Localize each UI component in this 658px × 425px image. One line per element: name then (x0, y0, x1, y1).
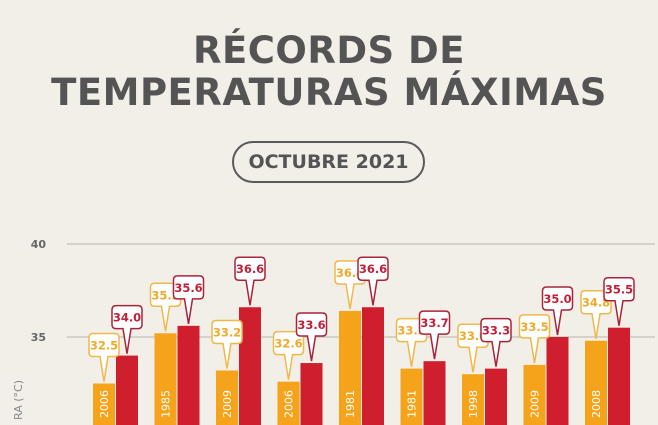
bar-year-label: 2006 (283, 390, 296, 418)
callout-bubble (541, 286, 574, 336)
y-tick-label: 40 (31, 238, 47, 251)
callout-bubble (357, 256, 389, 306)
bar-year-label: 2009 (529, 390, 542, 418)
callout-bubble (234, 256, 266, 306)
bar-year-label: 2008 (590, 390, 603, 418)
bar-year-label: 1998 (467, 390, 480, 418)
callout-value: 34.8 (582, 296, 610, 310)
bar-series1 (585, 340, 607, 425)
value-callout-series2: 33.3 (480, 317, 512, 367)
value-callout-series2: 35.6 (172, 275, 205, 324)
callout-bubble (111, 304, 143, 354)
bar-series1 (154, 333, 177, 425)
callout-value: 33.7 (420, 316, 448, 330)
callout-value: 34.0 (113, 311, 141, 325)
bar-year-label: 2009 (221, 390, 234, 418)
title-line-1: RÉCORDS DE (192, 29, 466, 72)
value-callout-series1: 32.6 (272, 330, 305, 380)
value-callout-series2: 33.7 (418, 310, 451, 360)
y-axis-label: RA (°C) (12, 380, 25, 420)
bar-series2 (362, 307, 384, 425)
bar-year-label: 1985 (160, 390, 173, 418)
value-callout-series1: 33.2 (211, 319, 243, 369)
callout-value: 36.6 (236, 262, 264, 276)
callout-value: 36.6 (359, 262, 387, 276)
callout-bubble (480, 317, 512, 367)
callout-bubble (211, 319, 243, 369)
bar-series1 (523, 364, 546, 425)
y-tick-label: 35 (31, 331, 46, 344)
callout-value: 33.6 (297, 318, 325, 332)
bar-series2 (300, 363, 323, 425)
value-callout-series2: 33.6 (295, 312, 328, 362)
bar-series1 (462, 374, 484, 425)
callout-bubble (603, 276, 635, 326)
value-callout-series1: 32.5 (88, 332, 120, 382)
bar-series2 (116, 355, 138, 425)
bar-series2 (485, 368, 507, 425)
callout-value: 35.5 (605, 283, 633, 297)
callout-value: 32.6 (274, 337, 302, 351)
value-callout-series2: 36.6 (234, 256, 266, 306)
bar-series2 (608, 327, 630, 425)
value-callout-series2: 36.6 (357, 256, 389, 306)
value-callout-series2: 35.0 (541, 286, 574, 336)
callout-value: 33.3 (482, 324, 510, 338)
bar-series1 (93, 383, 115, 425)
bar-series2 (177, 325, 200, 425)
title-line-2: TEMPERATURAS MÁXIMAS (51, 71, 607, 114)
bar-year-label: 1981 (406, 390, 419, 418)
bar-series1 (400, 368, 423, 425)
bar-series1 (216, 370, 238, 425)
callout-bubble (518, 314, 551, 364)
callout-bubble (295, 312, 328, 362)
callout-value: 33.2 (213, 325, 241, 339)
value-callout-series2: 35.5 (603, 276, 635, 326)
bar-series1 (339, 310, 361, 425)
bar-series2 (239, 307, 261, 425)
callout-value: 35.2 (151, 288, 179, 302)
bar-year-label: 1981 (344, 390, 357, 418)
period-badge: OCTUBRE 2021 (232, 141, 425, 183)
callout-value: 36.4 (336, 266, 364, 280)
callout-bubble (172, 275, 205, 324)
callout-value: 33.0 (459, 329, 487, 343)
bar-year-label: 2006 (98, 390, 111, 418)
value-callout-series1: 33.5 (518, 314, 551, 364)
callout-bubble (418, 310, 451, 360)
callout-value: 33.3 (397, 324, 425, 338)
callout-value: 35.0 (543, 292, 571, 306)
bar-series2 (423, 361, 446, 425)
callout-value: 32.5 (90, 339, 118, 353)
bar-series1 (277, 381, 300, 425)
bar-series2 (546, 337, 569, 425)
callout-value: 33.5 (520, 320, 548, 334)
callout-bubble (88, 332, 120, 382)
value-callout-series2: 34.0 (111, 304, 143, 354)
callout-value: 35.6 (174, 281, 202, 295)
